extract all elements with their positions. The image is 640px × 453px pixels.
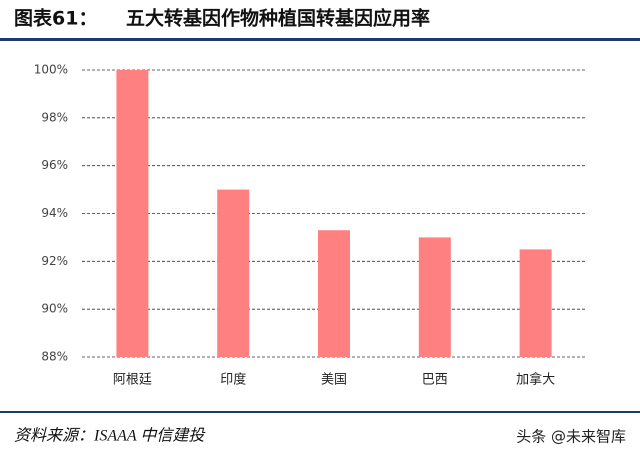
x-tick-label: 印度 (220, 372, 246, 388)
footer-rule (0, 411, 640, 413)
x-tick-label: 美国 (321, 373, 347, 388)
y-tick-label: 88% (41, 350, 68, 364)
y-tick-label: 96% (41, 158, 68, 172)
x-tick-label: 巴西 (422, 373, 448, 388)
watermark: 头条 @未来智库 (516, 428, 626, 446)
bar (318, 230, 350, 357)
y-tick-label: 94% (41, 206, 68, 220)
bar (519, 249, 552, 357)
y-tick-label: 92% (41, 254, 68, 268)
header-rule (0, 38, 640, 41)
y-tick-label: 98% (41, 110, 68, 124)
y-tick-label: 100% (34, 63, 68, 77)
bar (418, 237, 451, 357)
bar (217, 189, 250, 357)
chart-title: 五大转基因作物种植国转基因应用率 (126, 7, 430, 30)
source: 资料来源：ISAAA 中信建投 (14, 427, 206, 445)
y-tick-label: 90% (41, 302, 68, 316)
bar (116, 70, 149, 357)
x-tick-label: 阿根廷 (113, 373, 152, 388)
x-tick-label: 加拿大 (516, 372, 555, 388)
figure-label: 图表61： (14, 7, 97, 30)
